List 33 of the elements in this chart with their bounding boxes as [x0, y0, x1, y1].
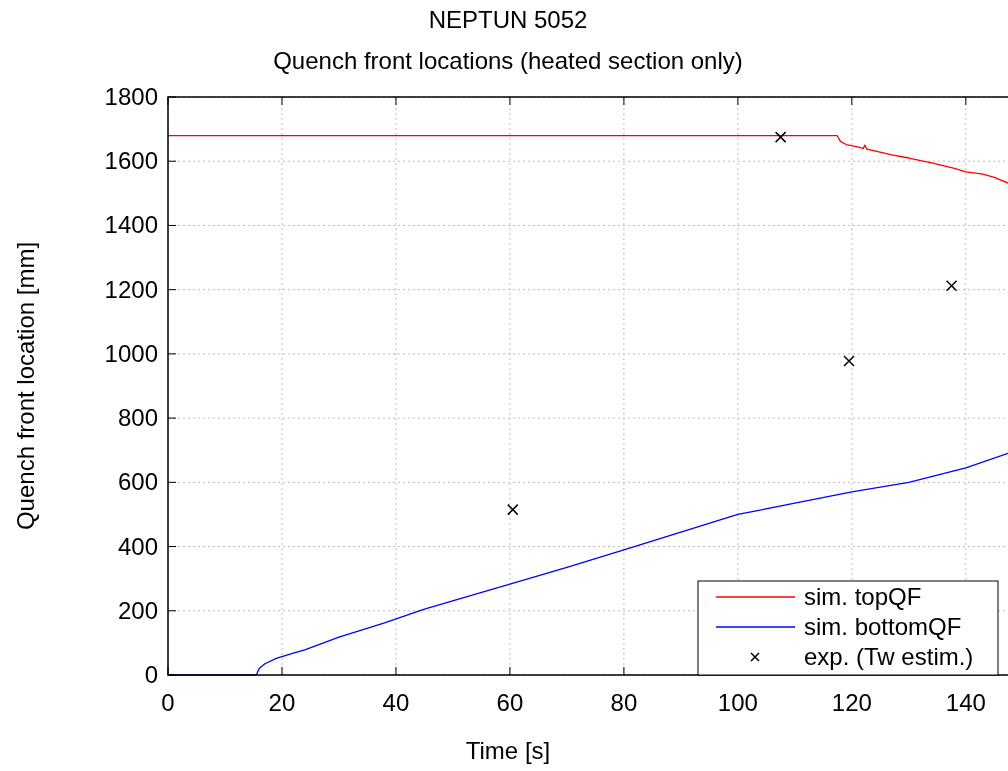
legend-entry: sim. topQF — [715, 583, 922, 610]
y-axis-title: Quench front location [mm] — [12, 241, 39, 531]
x-tick-label: 60 — [496, 689, 524, 716]
legend-entry: sim. bottomQF — [715, 613, 962, 640]
line-series — [167, 134, 1008, 184]
legend-entry: exp. (Tw estim.) — [750, 643, 974, 670]
point — [774, 131, 787, 143]
y-tick-label: 0 — [144, 661, 158, 688]
chart-subtitle: Quench front locations (heated section only) — [273, 47, 743, 74]
y-tick-label: 800 — [117, 404, 158, 432]
y-tick-label: 1800 — [104, 83, 158, 110]
x-tick-label: 40 — [382, 689, 410, 716]
point — [945, 280, 958, 292]
point — [843, 355, 855, 367]
legend-label: sim. bottomQF — [804, 613, 962, 640]
x-tick-label: 120 — [831, 689, 872, 716]
y-tick-label: 1600 — [104, 147, 158, 175]
point — [507, 503, 519, 516]
y-tick-label: 400 — [117, 532, 158, 560]
x-axis-title: Time [s] — [465, 737, 551, 764]
y-tick-label: 1400 — [104, 211, 158, 239]
x-tick-label: 80 — [610, 689, 638, 716]
x-tick-label: 0 — [161, 689, 175, 716]
y-tick-label: 1200 — [104, 275, 158, 303]
legend-label: exp. (Tw estim.) — [804, 643, 974, 670]
y-tick-label: 1000 — [104, 339, 158, 367]
chart-title: NEPTUN 5052 — [428, 6, 588, 33]
x-tick-label: 20 — [268, 689, 296, 716]
legend-label: sim. topQF — [804, 583, 922, 610]
y-tick-label: 200 — [117, 596, 158, 624]
x-tick-label: 140 — [945, 689, 986, 716]
y-tick-label: 600 — [117, 468, 158, 496]
x-tick-label: 100 — [717, 689, 758, 716]
